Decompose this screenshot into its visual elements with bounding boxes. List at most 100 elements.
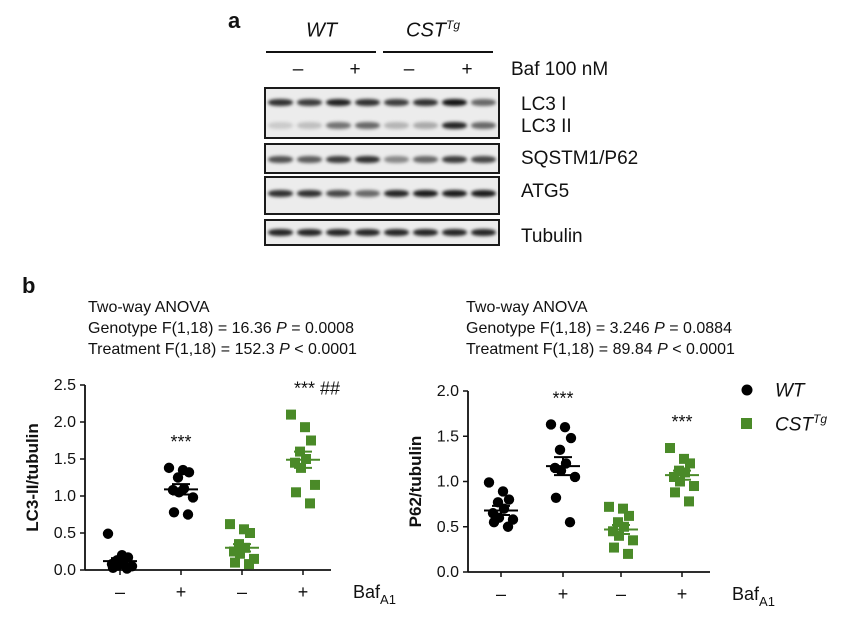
- blot-band: [268, 156, 293, 163]
- data-point: [507, 514, 519, 525]
- x-tick-label: +: [176, 582, 187, 602]
- data-point: [497, 486, 509, 497]
- x-axis-label: BafA1: [353, 582, 396, 607]
- blot-band: [384, 99, 409, 106]
- x-tick-label: –: [616, 584, 626, 604]
- blot-sqstm1: [264, 143, 500, 174]
- data-point: [565, 432, 577, 444]
- y-tick-label: 0.5: [437, 519, 459, 536]
- x-axis-label: BafA1: [732, 584, 775, 609]
- data-point: [249, 553, 259, 564]
- blot-band: [326, 156, 351, 163]
- x-axis-label-main: Baf: [353, 582, 381, 602]
- blot-band: [413, 229, 438, 236]
- y-axis-label: P62/tubulin: [406, 436, 425, 528]
- data-point: [675, 476, 685, 487]
- x-tick-label: –: [496, 584, 506, 604]
- blot-band: [471, 122, 496, 129]
- data-point: [624, 510, 634, 521]
- blot-band: [355, 99, 380, 106]
- data-point: [187, 492, 199, 503]
- blot-band: [471, 156, 496, 163]
- blot-band: [471, 99, 496, 106]
- anova-genotype-line: Genotype F(1,18) = 16.36 P = 0.0008: [88, 320, 354, 337]
- data-point: [183, 467, 195, 478]
- data-point: [564, 517, 576, 528]
- blot-band: [268, 229, 293, 236]
- data-point: [628, 535, 638, 546]
- data-point: [689, 481, 699, 492]
- data-point: [680, 467, 690, 478]
- data-point: [569, 471, 581, 483]
- data-point: [614, 530, 624, 541]
- y-tick-label: 0.0: [437, 564, 459, 581]
- blot-band: [297, 156, 322, 163]
- blot-band: [326, 229, 351, 236]
- data-point: [623, 548, 633, 559]
- y-tick-label: 2.5: [54, 377, 76, 394]
- legend-label-wt: WT: [775, 380, 805, 402]
- anova-title: Two-way ANOVA: [88, 299, 210, 316]
- x-tick-label: +: [677, 584, 688, 604]
- treatment-sign: –: [292, 59, 304, 80]
- blot-tubulin: [264, 219, 500, 246]
- data-point: [503, 494, 515, 505]
- genotype-label-wt: WT: [306, 19, 338, 42]
- data-point: [550, 492, 562, 503]
- data-point: [300, 422, 310, 433]
- data-point: [669, 471, 679, 482]
- x-tick-label: –: [115, 582, 125, 602]
- data-point: [225, 519, 235, 530]
- data-point: [618, 503, 628, 514]
- x-axis-label-main: Baf: [732, 584, 760, 604]
- x-axis-label-sub: A1: [759, 594, 775, 609]
- y-axis-label: LC3-II/tubulin: [23, 423, 42, 532]
- data-point: [286, 409, 296, 420]
- blot-band: [326, 190, 351, 197]
- data-point: [306, 435, 316, 446]
- blot-band: [442, 156, 467, 163]
- data-point: [290, 457, 300, 468]
- significance-annotation: ***: [170, 432, 191, 452]
- data-point: [488, 517, 500, 528]
- data-point: [163, 462, 175, 474]
- y-tick-label: 1.0: [54, 488, 76, 505]
- blot-band: [297, 229, 322, 236]
- blot-band: [442, 122, 467, 129]
- data-point: [239, 524, 249, 535]
- treatment-label: Baf 100 nM: [511, 59, 609, 80]
- data-point: [545, 419, 557, 430]
- blot-band: [413, 122, 438, 129]
- data-point: [168, 507, 180, 518]
- blot-atg5: [264, 176, 500, 215]
- data-point: [245, 528, 255, 538]
- blot-band: [442, 229, 467, 236]
- data-point: [172, 472, 184, 483]
- data-point: [554, 444, 566, 456]
- significance-annotation: ***: [552, 388, 573, 408]
- data-point: [619, 521, 629, 532]
- genotype-bracket-wt: [266, 51, 376, 53]
- y-tick-label: 1.0: [437, 474, 459, 491]
- data-point: [483, 477, 495, 488]
- blot-band: [297, 99, 322, 106]
- blot-band: [355, 156, 380, 163]
- treatment-sign: –: [403, 59, 415, 80]
- genotype-bracket-cst: [383, 51, 493, 53]
- blot-band: [297, 122, 322, 129]
- anova-genotype-line: Genotype F(1,18) = 3.246 P = 0.0884: [466, 320, 732, 337]
- data-point: [684, 496, 694, 507]
- blot-band: [326, 122, 351, 129]
- blot-label-atg5: ATG5: [521, 181, 570, 202]
- significance-annotation: ***: [671, 412, 692, 432]
- data-point: [244, 559, 254, 570]
- legend-label-cst: CSTTg: [775, 412, 828, 436]
- anova-stats-p62: Two-way ANOVA Genotype F(1,18) = 3.246 P…: [466, 297, 735, 360]
- blot-lc3: [264, 87, 500, 139]
- anova-treatment-line: Treatment F(1,18) = 89.84 P < 0.0001: [466, 341, 735, 358]
- anova-stats-lc3: Two-way ANOVA Genotype F(1,18) = 16.36 P…: [88, 297, 357, 360]
- data-point: [502, 521, 514, 532]
- blot-band: [384, 156, 409, 163]
- blot-band: [268, 99, 293, 106]
- y-tick-label: 2.0: [437, 383, 459, 400]
